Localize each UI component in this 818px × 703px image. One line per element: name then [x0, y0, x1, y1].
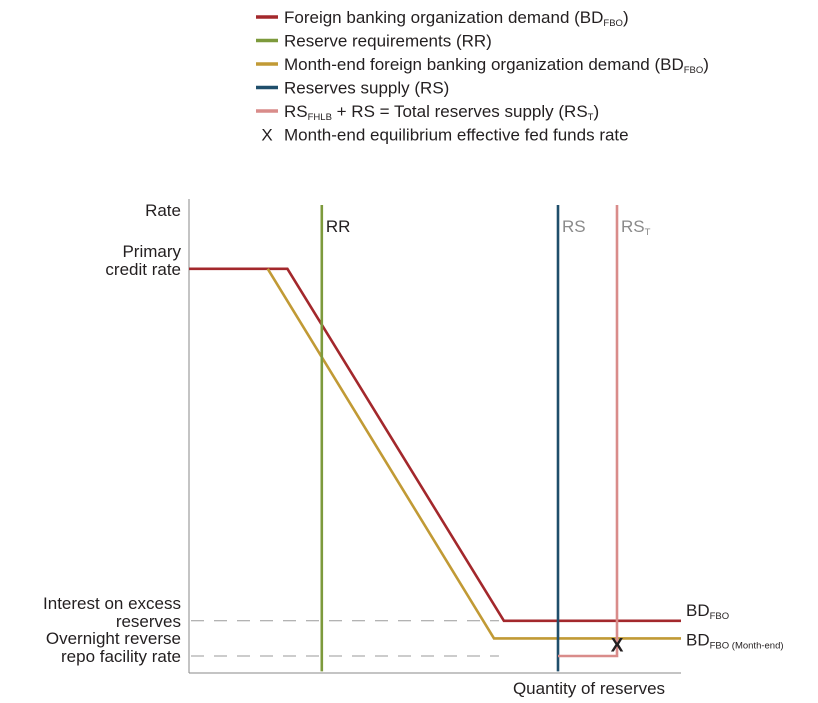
- series-labels: BDFBO BDFBO (Month-end) RR RS RST X: [326, 217, 784, 656]
- series-line-bd_me: [266, 268, 681, 640]
- y-tick-label-0-1: credit rate: [105, 260, 181, 279]
- y-tick-label-0-0: Primary: [122, 242, 181, 261]
- legend-item-rs: Reserves supply (RS): [256, 79, 449, 98]
- axes: Rate Quantity of reserves: [145, 199, 681, 698]
- equilibrium-marker: X: [611, 635, 624, 656]
- series-top-label-rr: RR: [326, 217, 351, 236]
- series-lines: [189, 205, 681, 672]
- y-tick-label-1-0: Interest on excess: [43, 594, 181, 613]
- legend-label-rr: Reserve requirements (RR): [284, 32, 492, 51]
- legend-item-rs_t: RSFHLB + RS = Total reserves supply (RST…: [256, 102, 599, 123]
- y-tick-label-1-1: reserves: [116, 612, 181, 631]
- legend-item-bd_fbo: Foreign banking organization demand (BDF…: [256, 8, 629, 29]
- series-top-label-rs_t: RST: [621, 217, 651, 238]
- series-line-bd_fbo: [189, 267, 681, 623]
- series-end-label-bd_fbo: BDFBO: [686, 601, 729, 622]
- series-top-label-rs: RS: [562, 217, 586, 236]
- series-end-label-bd_me: BDFBO (Month-end): [686, 630, 784, 651]
- y-axis-title: Rate: [145, 201, 181, 220]
- legend-marker-eq: X: [261, 126, 272, 145]
- legend-label-rs_t: RSFHLB + RS = Total reserves supply (RST…: [284, 102, 599, 123]
- legend-label-eq: Month-end equilibrium effective fed fund…: [284, 126, 629, 145]
- legend: Foreign banking organization demand (BDF…: [256, 8, 709, 145]
- legend-item-rr: Reserve requirements (RR): [256, 32, 492, 51]
- y-tick-label-2-1: repo facility rate: [61, 647, 181, 666]
- legend-label-rs: Reserves supply (RS): [284, 79, 449, 98]
- reference-lines: [191, 620, 499, 657]
- legend-label-bd_me: Month-end foreign banking organization d…: [284, 55, 709, 76]
- legend-item-bd_me: Month-end foreign banking organization d…: [256, 55, 709, 76]
- x-axis-title: Quantity of reserves: [513, 679, 665, 698]
- legend-item-eq: X Month-end equilibrium effective fed fun…: [261, 126, 628, 145]
- series-line-rs_t: [558, 205, 619, 658]
- legend-label-bd_fbo: Foreign banking organization demand (BDF…: [284, 8, 629, 29]
- y-tick-label-2-0: Overnight reverse: [46, 629, 181, 648]
